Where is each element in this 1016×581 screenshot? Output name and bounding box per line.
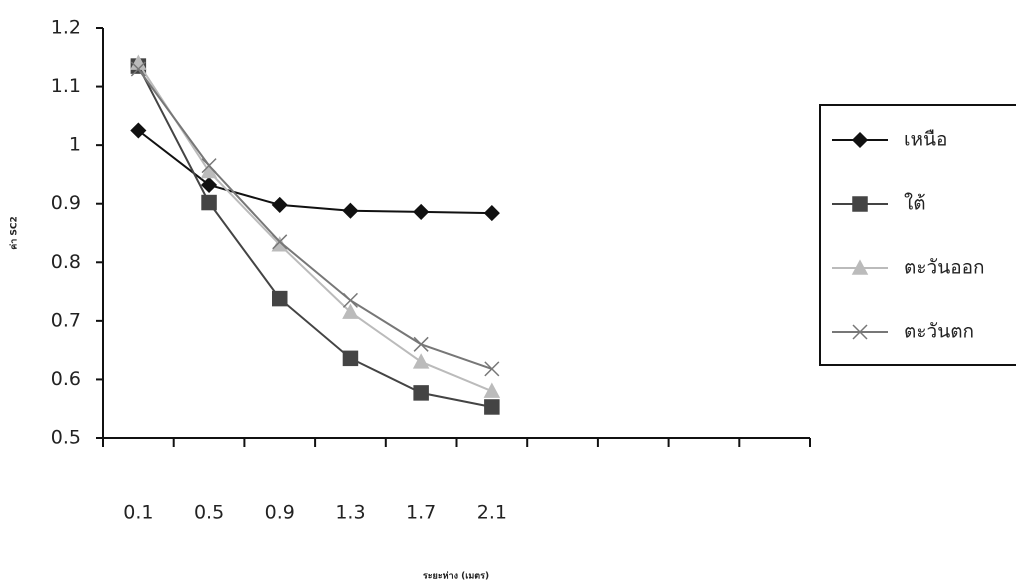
legend-label: ตะวันออก (904, 257, 985, 279)
marker (412, 353, 430, 369)
legend-label: ตะวันตก (904, 321, 974, 343)
y-tick-label: 0.5 (51, 427, 81, 449)
marker (413, 385, 429, 401)
marker (130, 122, 147, 139)
marker (201, 194, 217, 211)
marker (483, 382, 501, 398)
marker (201, 158, 217, 174)
marker (413, 336, 429, 352)
y-axis-label: ค่า SC2 (9, 216, 20, 250)
series-line (137, 65, 493, 408)
marker (271, 196, 288, 213)
x-tick-label: 0.5 (194, 502, 224, 524)
marker (342, 292, 358, 308)
y-tick-label: 1.2 (51, 17, 81, 39)
marker (484, 399, 500, 415)
marker (484, 361, 500, 377)
marker (200, 176, 218, 194)
marker (852, 324, 868, 340)
x-tick-label: 0.1 (123, 502, 153, 524)
marker (272, 234, 288, 250)
marker (200, 162, 218, 179)
y-tick-label: 0.7 (51, 309, 81, 331)
marker (272, 290, 288, 307)
marker (342, 350, 359, 367)
y-tick-label: 0.9 (51, 192, 81, 214)
marker (851, 131, 869, 149)
y-tick-label: 0.6 (51, 368, 81, 390)
series-line (137, 68, 493, 370)
marker (851, 259, 869, 275)
x-tick-label: 0.9 (265, 502, 295, 524)
x-tick-label: 1.3 (335, 502, 365, 524)
y-tick-label: 0.8 (51, 251, 81, 273)
marker (483, 205, 500, 222)
marker (342, 202, 359, 219)
legend-label: ใต้ (904, 193, 926, 215)
y-tick-label: 1 (69, 134, 81, 156)
x-tick-label: 1.7 (406, 502, 436, 524)
y-tick-label: 1.1 (51, 75, 81, 97)
marker (342, 303, 359, 319)
x-axis-label: ระยะห่าง (เมตร) (423, 571, 489, 581)
series-line (137, 62, 493, 393)
marker (130, 61, 146, 77)
x-tick-label: 2.1 (477, 502, 507, 524)
legend-label: เหนือ (904, 129, 947, 151)
legend-box (819, 104, 1016, 366)
series-line (137, 129, 492, 215)
marker (852, 196, 868, 212)
marker (413, 203, 430, 220)
